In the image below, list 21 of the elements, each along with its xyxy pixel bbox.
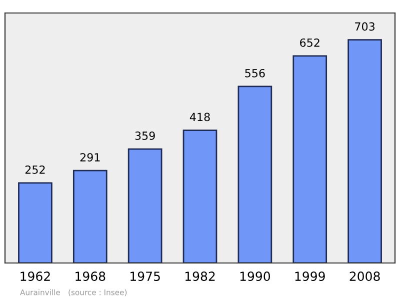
x-tick-label: 1975 bbox=[130, 272, 160, 282]
x-tick-label: 1962 bbox=[20, 272, 50, 282]
x-tick-label: 1968 bbox=[76, 272, 106, 282]
bar bbox=[182, 130, 218, 263]
data-label: 252 bbox=[25, 165, 45, 174]
x-tick-label: 1999 bbox=[295, 272, 325, 282]
x-tick-label: 1990 bbox=[240, 272, 270, 282]
bar bbox=[348, 39, 382, 263]
data-label: 418 bbox=[190, 112, 210, 122]
data-label: 291 bbox=[80, 153, 100, 162]
x-tick-label: 1982 bbox=[185, 272, 215, 282]
data-label: 359 bbox=[135, 132, 155, 140]
bar bbox=[72, 170, 108, 263]
bar bbox=[292, 55, 328, 263]
data-label: 556 bbox=[245, 68, 265, 78]
x-tick-label: 2008 bbox=[350, 272, 380, 282]
bar bbox=[18, 182, 52, 263]
data-label: 703 bbox=[355, 22, 374, 31]
bar bbox=[128, 148, 162, 263]
data-label: 652 bbox=[300, 38, 320, 47]
bar bbox=[238, 86, 272, 263]
